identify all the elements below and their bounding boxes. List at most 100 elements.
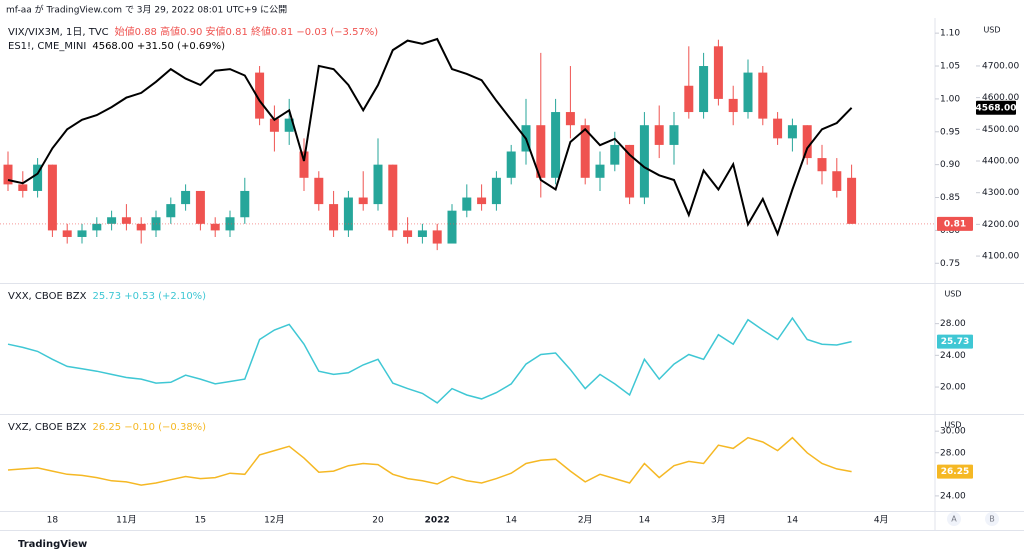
price-tag-label: 26.25 bbox=[941, 467, 969, 477]
price-tag bbox=[937, 464, 973, 479]
candle-body bbox=[373, 164, 383, 205]
scale-button-label[interactable]: B bbox=[989, 515, 995, 524]
candle-body bbox=[195, 190, 205, 224]
candle-body bbox=[47, 164, 57, 231]
candle-body bbox=[758, 72, 768, 119]
publish-header: mf-aa が TradingView.com で 3月 29, 2022 08… bbox=[6, 4, 287, 16]
candle-body bbox=[743, 72, 753, 113]
candle-body bbox=[417, 230, 427, 237]
legend-values: 26.25 −0.10 (−0.38%) bbox=[93, 422, 207, 433]
y-tick-label: 1.00 bbox=[940, 94, 960, 104]
x-tick-label: 14 bbox=[787, 516, 799, 526]
y-tick-label: 1.05 bbox=[940, 62, 960, 72]
x-tick-label: 3月 bbox=[711, 515, 726, 526]
y-tick-label: 0.75 bbox=[940, 259, 960, 269]
y-tick-label: 30.00 bbox=[940, 427, 966, 437]
x-tick-label: 11月 bbox=[116, 515, 136, 526]
candle-body bbox=[728, 98, 738, 113]
candle-body bbox=[506, 151, 516, 178]
candle-body bbox=[269, 118, 279, 132]
candle-body bbox=[462, 197, 472, 211]
y-tick-label: 24.00 bbox=[940, 351, 966, 361]
candle-body bbox=[314, 177, 324, 205]
series-line bbox=[7, 37, 853, 237]
candle-body bbox=[403, 230, 413, 237]
scale-button-label[interactable]: A bbox=[951, 515, 957, 524]
candle-body bbox=[77, 230, 87, 237]
candle-body bbox=[595, 164, 605, 178]
legend-values: 始値0.88 高値0.90 安値0.81 終値0.81 −0.03 (−3.57… bbox=[115, 25, 379, 38]
candle-body bbox=[610, 144, 620, 165]
candle-body bbox=[817, 158, 827, 172]
candle-body bbox=[447, 210, 457, 244]
y2-tick-label: 4300.00 bbox=[982, 188, 1019, 198]
x-tick-label: 18 bbox=[47, 516, 59, 526]
y-tick-label: 0.85 bbox=[940, 193, 960, 203]
candle-body bbox=[787, 125, 797, 139]
y2-tick-label: 4200.00 bbox=[982, 220, 1019, 230]
y2-tick-label: 4500.00 bbox=[982, 125, 1019, 135]
price-tag bbox=[937, 216, 973, 231]
candle-body bbox=[107, 217, 117, 224]
series-line bbox=[7, 316, 852, 404]
candle-body bbox=[536, 125, 546, 178]
y-tick-label: 20.00 bbox=[940, 383, 966, 393]
x-tick-label: 2月 bbox=[578, 515, 593, 526]
candle-body bbox=[832, 171, 842, 191]
candle-body bbox=[329, 204, 339, 231]
x-tick-label: 4月 bbox=[874, 515, 889, 526]
price-tag bbox=[937, 334, 973, 349]
candle-body bbox=[18, 184, 28, 191]
candle-body bbox=[225, 217, 235, 231]
candle-body bbox=[358, 197, 368, 205]
candle-body bbox=[136, 223, 146, 231]
candle-body bbox=[847, 177, 857, 224]
candle-body bbox=[580, 125, 590, 178]
y2-tick-label: 4400.00 bbox=[982, 157, 1019, 167]
legend-values: 25.73 +0.53 (+2.10%) bbox=[93, 291, 207, 302]
candle-body bbox=[255, 72, 265, 119]
candle-body bbox=[432, 230, 442, 244]
legend-name: ES1!, CME_MINI bbox=[8, 41, 86, 52]
y2-tick-label: 4100.00 bbox=[982, 252, 1019, 262]
candle-body bbox=[62, 230, 72, 237]
y-tick-label: 1.10 bbox=[940, 29, 960, 39]
candle-body bbox=[240, 190, 250, 218]
legend-name: VIX/VIX3M, 1日, TVC bbox=[8, 27, 109, 38]
candle-body bbox=[121, 217, 131, 224]
currency-label: USD bbox=[944, 421, 961, 430]
candle-body bbox=[699, 66, 709, 113]
x-tick-label: 14 bbox=[505, 516, 517, 526]
x-tick-label: 12月 bbox=[264, 515, 284, 526]
candle-body bbox=[713, 46, 723, 99]
price-tag bbox=[976, 100, 1016, 115]
candle-body bbox=[477, 197, 487, 205]
x-tick-label: 14 bbox=[639, 516, 651, 526]
price-tag-label: 25.73 bbox=[941, 337, 969, 347]
price-tag-label: 4568.00 bbox=[976, 103, 1017, 113]
price-tag-label: 0.81 bbox=[944, 219, 966, 229]
currency-label: USD bbox=[944, 290, 961, 299]
candle-body bbox=[3, 164, 13, 185]
scale-button[interactable] bbox=[985, 512, 999, 526]
candle-body bbox=[299, 151, 309, 178]
x-tick-label: 15 bbox=[195, 516, 206, 526]
footer-logo: TradingView bbox=[18, 539, 87, 550]
candle-body bbox=[654, 125, 664, 145]
candle-body bbox=[802, 125, 812, 159]
series-line bbox=[7, 436, 852, 486]
currency-label: USD bbox=[983, 26, 1000, 35]
scale-button[interactable] bbox=[947, 512, 961, 526]
candle-body bbox=[565, 112, 575, 126]
legend-name: VXZ, CBOE BZX bbox=[8, 422, 87, 433]
y-tick-label: 28.00 bbox=[940, 319, 966, 329]
legend-values: 4568.00 +31.50 (+0.69%) bbox=[92, 41, 225, 52]
candle-body bbox=[92, 223, 102, 231]
x-tick-label: 20 bbox=[372, 516, 384, 526]
x-tick-label: 2022 bbox=[425, 516, 450, 526]
y-tick-label: 0.95 bbox=[940, 127, 960, 137]
candle-body bbox=[33, 164, 43, 191]
candle-body bbox=[684, 85, 694, 113]
